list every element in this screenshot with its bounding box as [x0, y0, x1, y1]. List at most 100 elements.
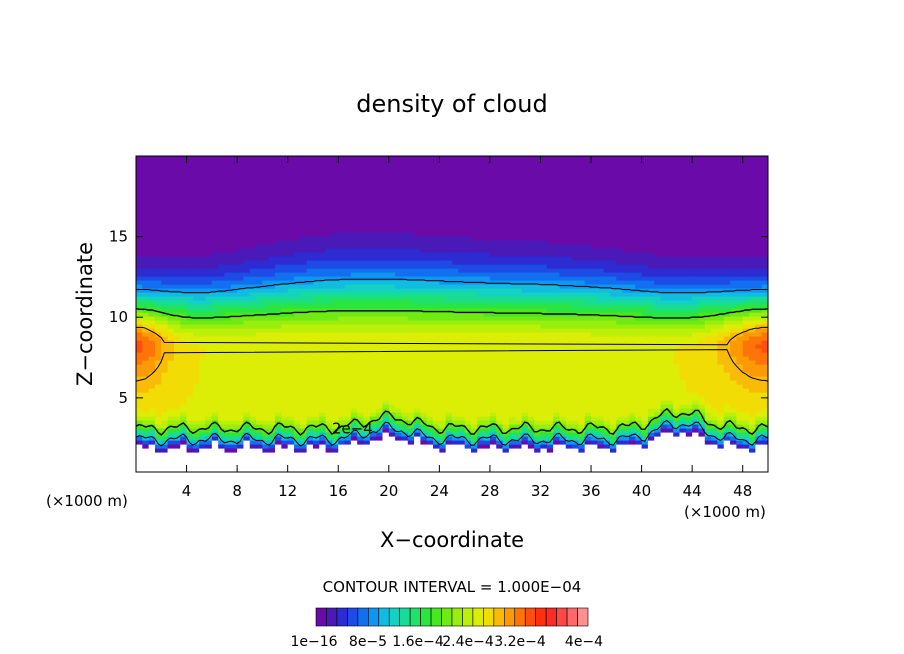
field-cell: [192, 400, 200, 405]
field-cell: [496, 388, 504, 393]
field-cell: [192, 224, 200, 229]
field-cell: [382, 220, 390, 225]
field-cell: [256, 180, 263, 185]
field-cell: [521, 168, 529, 173]
field-cell: [489, 356, 497, 361]
field-cell: [230, 448, 238, 453]
field-cell: [180, 288, 188, 293]
field-cell: [325, 312, 333, 317]
field-cell: [395, 368, 403, 373]
field-cell: [502, 428, 510, 433]
field-cell: [483, 324, 491, 329]
field-cell: [502, 252, 510, 257]
field-cell: [249, 416, 257, 421]
field-cell: [161, 280, 169, 285]
field-cell: [350, 252, 358, 257]
field-cell: [249, 228, 257, 233]
field-cell: [262, 360, 270, 365]
field-cell: [414, 408, 421, 413]
field-cell: [275, 228, 282, 233]
field-cell: [300, 428, 308, 433]
field-cell: [154, 300, 162, 305]
field-cell: [502, 468, 510, 472]
field-cell: [256, 344, 263, 349]
field-cell: [294, 276, 301, 281]
field-cell: [262, 236, 270, 241]
field-cell: [426, 324, 434, 329]
field-cell: [325, 272, 333, 277]
field-cell: [470, 304, 478, 309]
field-cell: [249, 172, 257, 177]
field-cell: [237, 356, 245, 361]
field-cell: [136, 248, 143, 253]
field-cell: [319, 292, 327, 297]
field-cell: [268, 424, 276, 429]
field-cell: [300, 272, 308, 277]
field-cell: [237, 348, 245, 353]
field-cell: [445, 192, 453, 197]
field-cell: [433, 156, 440, 161]
field-cell: [167, 428, 175, 433]
field-cell: [338, 404, 346, 409]
field-cell: [515, 272, 523, 277]
field-cell: [502, 392, 510, 397]
field-cell: [477, 448, 485, 453]
field-cell: [268, 356, 276, 361]
field-cell: [338, 392, 346, 397]
field-cell: [534, 460, 542, 465]
field-cell: [420, 224, 428, 229]
field-cell: [325, 196, 333, 201]
field-cell: [319, 456, 327, 461]
field-cell: [230, 416, 238, 421]
field-cell: [401, 388, 409, 393]
field-cell: [521, 368, 529, 373]
field-cell: [527, 248, 535, 253]
field-cell: [338, 264, 346, 269]
field-cell: [477, 272, 485, 277]
field-cell: [243, 300, 251, 305]
field-cell: [382, 176, 390, 181]
field-cell: [161, 356, 169, 361]
field-cell: [243, 264, 251, 269]
field-cell: [477, 284, 485, 289]
field-cell: [407, 172, 415, 177]
field-cell: [224, 204, 232, 209]
field-cell: [483, 260, 491, 265]
field-cell: [376, 264, 384, 269]
field-cell: [249, 372, 257, 377]
field-cell: [382, 264, 390, 269]
field-cell: [369, 468, 377, 472]
field-cell: [186, 256, 194, 261]
field-cell: [161, 176, 169, 181]
field-cell: [325, 256, 333, 261]
field-cell: [243, 360, 251, 365]
field-cell: [452, 296, 459, 301]
field-cell: [439, 268, 447, 273]
field-cell: [173, 416, 181, 421]
field-cell: [483, 320, 491, 325]
field-cell: [268, 200, 276, 205]
field-cell: [420, 260, 428, 265]
field-cell: [458, 228, 466, 233]
field-cell: [483, 292, 491, 297]
field-cell: [521, 172, 529, 177]
field-cell: [502, 356, 510, 361]
field-cell: [148, 412, 156, 417]
field-cell: [268, 456, 276, 461]
field-cell: [344, 248, 352, 253]
field-cell: [502, 364, 510, 369]
field-cell: [426, 320, 434, 325]
field-cell: [218, 244, 226, 249]
field-cell: [325, 460, 333, 465]
field-cell: [382, 404, 390, 409]
field-cell: [186, 448, 194, 453]
field-cell: [173, 320, 181, 325]
field-cell: [180, 280, 188, 285]
field-cell: [325, 384, 333, 389]
field-cell: [167, 396, 175, 401]
field-cell: [180, 252, 188, 257]
field-cell: [262, 196, 270, 201]
field-cell: [407, 420, 415, 425]
field-cell: [294, 168, 301, 173]
field-cell: [325, 336, 333, 341]
